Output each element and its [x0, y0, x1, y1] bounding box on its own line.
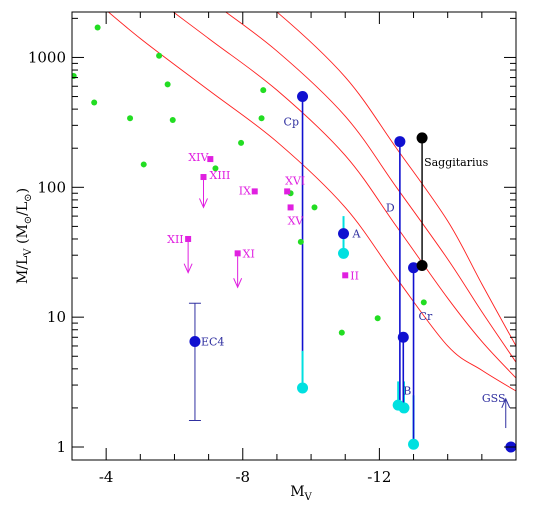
arrow-head	[199, 198, 208, 209]
data-markers	[72, 24, 516, 453]
arrow-head	[183, 263, 193, 274]
y-tick-label: 1000	[28, 48, 66, 66]
blue-point-label: Cr	[419, 310, 433, 323]
x-tick-label: -4	[99, 468, 114, 486]
green-point	[260, 87, 267, 94]
green-point	[140, 161, 147, 168]
magenta-point	[287, 204, 294, 211]
magenta-point-label: XV	[288, 214, 305, 227]
magenta-point-label: XIV	[188, 151, 209, 164]
magenta-point-label: IX	[239, 184, 251, 197]
green-point	[127, 115, 134, 122]
magenta-point-label: XIII	[209, 169, 230, 182]
model-curve-3	[224, 12, 516, 363]
green-point	[238, 139, 245, 146]
blue-point	[189, 335, 201, 347]
black-point-label: Saggitarius	[424, 156, 489, 169]
green-point	[212, 165, 219, 172]
green-point	[311, 204, 318, 211]
connector-lines	[183, 96, 511, 445]
y-tick-label: 100	[37, 178, 66, 196]
green-point	[420, 299, 427, 306]
x-tick-label: -8	[235, 468, 250, 486]
blue-point-label: D	[386, 202, 395, 215]
blue-point-label: GSS	[482, 392, 506, 405]
black-point	[416, 259, 428, 271]
blue-point-label: EC4	[201, 335, 224, 348]
x-axis-title: MV	[290, 484, 312, 503]
blue-point-label: Cp	[284, 116, 299, 129]
green-point	[258, 115, 265, 122]
plot-frame	[71, 11, 517, 461]
model-curve-4	[276, 12, 516, 347]
blue-point-label: A	[352, 228, 362, 241]
cyan-point	[408, 438, 420, 450]
blue-point	[397, 331, 409, 343]
cyan-point	[398, 402, 410, 414]
y-axis-title: M/LV (M⊙/L⊙)	[15, 188, 34, 284]
green-point	[156, 52, 163, 59]
blue-point	[338, 228, 350, 240]
axis-ticks: -4 -8 -12 1 10 100 1000	[28, 12, 517, 486]
magenta-point	[234, 250, 241, 257]
arrow-head	[233, 278, 243, 289]
point-labels: XIVXIIIIXXVIXVXIIXIIIEC4CpADBCrGSSSaggit…	[167, 116, 505, 405]
magenta-point-label: XVI	[285, 174, 305, 187]
green-point	[91, 99, 98, 106]
magenta-point-label: XI	[243, 247, 255, 260]
y-tick-label: 1	[56, 438, 66, 456]
green-point	[338, 329, 345, 336]
blue-point	[394, 136, 406, 148]
model-curve-2	[172, 12, 516, 379]
x-tick-label: -12	[367, 468, 391, 486]
arrow-head	[501, 397, 511, 409]
green-point	[169, 116, 176, 123]
magenta-point	[207, 156, 214, 163]
blue-point	[408, 262, 420, 274]
black-point	[416, 132, 428, 144]
green-point	[374, 315, 381, 322]
green-point	[297, 238, 304, 245]
y-tick-label: 10	[47, 308, 66, 326]
cyan-point	[338, 247, 350, 259]
magenta-point	[200, 174, 207, 181]
magenta-point	[185, 235, 192, 242]
blue-point	[297, 91, 309, 103]
blue-point-label: B	[403, 384, 411, 397]
magenta-point-label: XII	[167, 233, 184, 246]
magenta-point	[251, 188, 258, 195]
green-point	[94, 24, 101, 31]
magenta-point	[342, 272, 349, 279]
cyan-point	[297, 382, 309, 394]
magenta-point	[284, 188, 291, 195]
green-point	[164, 81, 171, 88]
magenta-point-label: II	[350, 269, 359, 282]
